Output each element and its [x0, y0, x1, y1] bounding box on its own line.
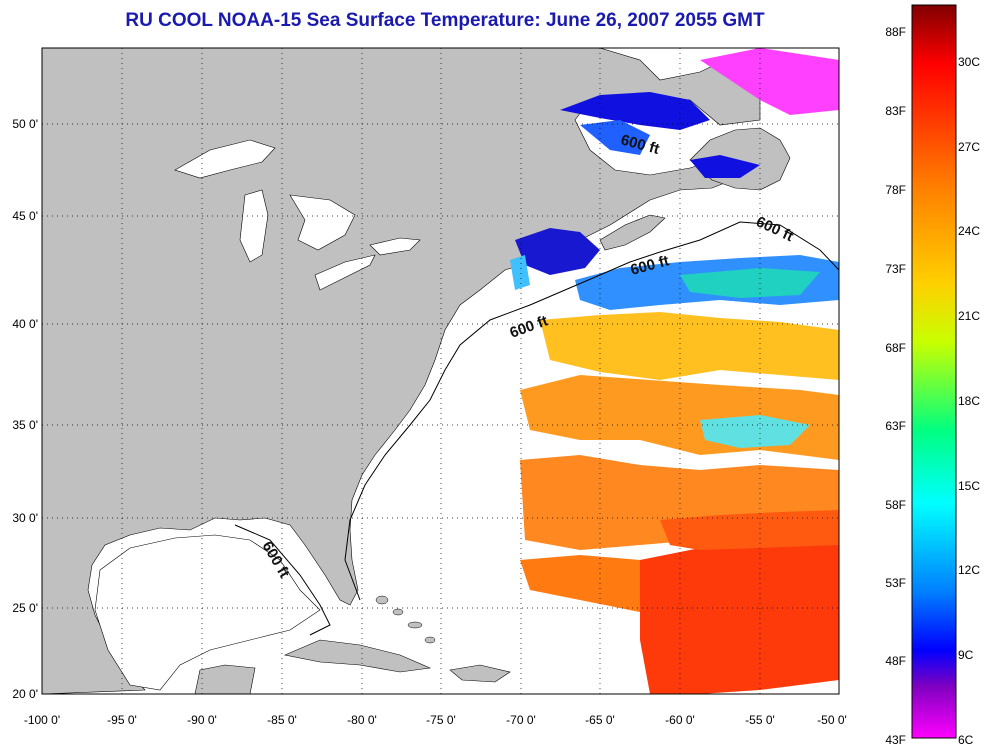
colorbar-f-label: 73F [885, 262, 906, 276]
colorbar-c-label: 30C [958, 55, 980, 69]
colorbar-f-label: 58F [885, 498, 906, 512]
colorbar-f-label: 43F [885, 733, 906, 747]
colorbar-f-label: 63F [885, 419, 906, 433]
colorbar [911, 4, 957, 739]
x-tick-label: -80 0' [347, 713, 377, 727]
colorbar-c-label: 21C [958, 309, 980, 323]
y-axis-ticks: 50 0' 45 0' 40 0' 35 0' 30 0' 25 0' 20 0… [12, 117, 38, 701]
colorbar-f-label: 48F [885, 654, 906, 668]
land-nova-scotia [599, 214, 666, 251]
lake-superior [174, 139, 276, 179]
colorbar-c-label: 12C [958, 563, 980, 577]
colorbar-fahrenheit-labels: 88F 83F 78F 73F 68F 63F 58F 53F 48F 43F [885, 25, 906, 747]
y-tick-label: 20 0' [12, 687, 38, 701]
land-cuba [283, 639, 432, 673]
gulf-of-mexico [94, 534, 321, 691]
colorbar-c-label: 27C [958, 140, 980, 154]
y-tick-label: 45 0' [12, 209, 38, 223]
colorbar-f-label: 83F [885, 104, 906, 118]
colorbar-c-label: 24C [958, 224, 980, 238]
y-tick-label: 25 0' [12, 601, 38, 615]
x-tick-label: -85 0' [267, 713, 297, 727]
x-tick-label: -75 0' [426, 713, 456, 727]
x-tick-label: -95 0' [107, 713, 137, 727]
x-tick-label: -60 0' [665, 713, 695, 727]
lake-michigan-huron [239, 189, 356, 263]
lake-erie-ontario [314, 237, 421, 291]
x-tick-label: -100 0' [24, 713, 60, 727]
bahamas-islands [375, 595, 436, 644]
colorbar-f-label: 68F [885, 341, 906, 355]
x-tick-label: -55 0' [745, 713, 775, 727]
x-tick-label: -90 0' [187, 713, 217, 727]
colorbar-c-label: 6C [958, 733, 974, 747]
x-tick-label: -65 0' [585, 713, 615, 727]
y-tick-label: 30 0' [12, 511, 38, 525]
colorbar-f-label: 78F [885, 183, 906, 197]
x-tick-label: -70 0' [506, 713, 536, 727]
y-tick-label: 50 0' [12, 117, 38, 131]
colorbar-c-label: 18C [958, 394, 980, 408]
x-tick-label: -50 0' [817, 713, 847, 727]
colorbar-celsius-labels: 30C 27C 24C 21C 18C 15C 12C 9C 6C [958, 55, 980, 747]
contour-600ft [344, 221, 839, 601]
colorbar-c-label: 15C [958, 479, 980, 493]
colorbar-f-label: 53F [885, 576, 906, 590]
y-tick-label: 35 0' [12, 418, 38, 432]
colorbar-f-label: 88F [885, 25, 906, 39]
land-hispaniola [449, 664, 511, 683]
map-title: RU COOL NOAA-15 Sea Surface Temperature:… [125, 10, 765, 31]
y-tick-label: 40 0' [12, 317, 38, 331]
plot-frame [41, 47, 840, 695]
colorbar-c-label: 9C [958, 648, 974, 662]
sst-data-layer [510, 48, 839, 694]
land-yucatan [194, 664, 256, 694]
x-axis-ticks: -100 0' -95 0' -90 0' -85 0' -80 0' -75 … [24, 713, 847, 727]
